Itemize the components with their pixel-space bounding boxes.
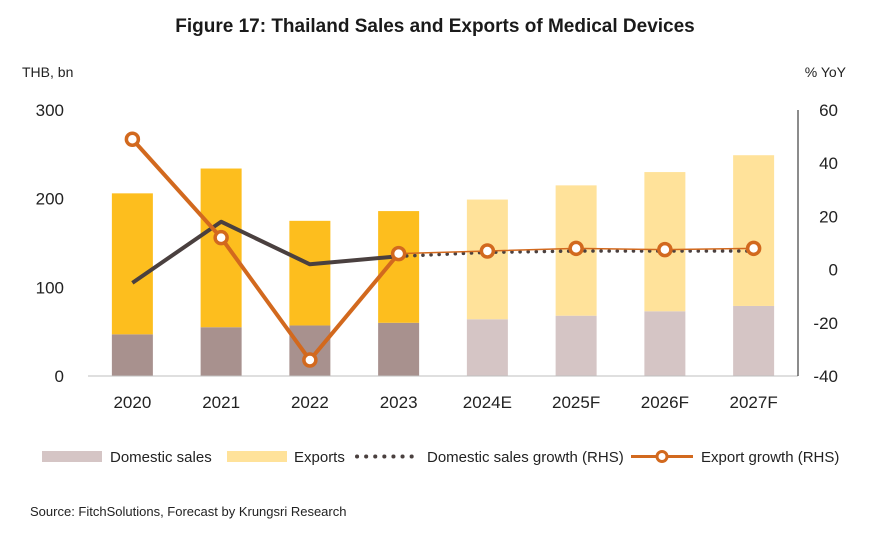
bar-domestic-sales-2024E [466, 319, 508, 376]
line-domestic-growth-actual [131, 219, 399, 285]
category-label-2026F: 2026F [641, 393, 689, 412]
category-label-2022: 2022 [291, 393, 329, 412]
category-label-2027F: 2027F [730, 393, 778, 412]
right-tick-label: 0 [829, 261, 838, 280]
left-axis-unit: THB, bn [22, 64, 73, 80]
bar-domestic-sales-2022 [289, 325, 331, 376]
category-label-2025F: 2025F [552, 393, 600, 412]
source-note: Source: FitchSolutions, Forecast by Krun… [30, 504, 346, 519]
right-tick-label: 40 [819, 154, 838, 173]
bar-exports-2022 [289, 220, 331, 326]
legend-label-domestic-growth: Domestic sales growth (RHS) [427, 449, 624, 466]
marker-export-growth-2020 [124, 131, 141, 148]
bar-domestic-sales-2026F [644, 311, 686, 376]
bar-exports-2027F [733, 155, 775, 306]
right-axis-ticks: -40 -20 0 20 40 60 [813, 101, 838, 386]
bar-exports-2024E [466, 199, 508, 320]
bar-exports-2020 [111, 193, 153, 335]
legend-label-domestic-sales: Domestic sales [110, 449, 212, 466]
marker-export-growth-2025F [568, 240, 584, 257]
legend-swatch-exports [227, 451, 287, 462]
bar-domestic-sales-2020 [111, 334, 153, 376]
left-axis-ticks: 0 100 200 300 [36, 101, 64, 386]
right-tick-label: 20 [819, 207, 838, 226]
left-tick-label: 100 [36, 278, 64, 297]
left-tick-label: 300 [36, 101, 64, 120]
category-labels: 2020 2021 2022 2023 2024E 2025F 2026F 2027F [113, 393, 777, 412]
right-axis-unit: % YoY [805, 64, 847, 80]
bar-domestic-sales-2025F [555, 315, 597, 376]
lines-layer [124, 131, 762, 368]
legend-swatch-domestic-sales [42, 451, 102, 462]
legend-label-export-growth: Export growth (RHS) [701, 449, 839, 466]
chart-title: Figure 17: Thailand Sales and Exports of… [175, 16, 695, 37]
category-label-2020: 2020 [113, 393, 151, 412]
marker-export-growth-2021 [213, 229, 229, 246]
marker-export-growth-2022 [302, 352, 318, 368]
category-label-2024E: 2024E [463, 393, 512, 412]
legend-swatch-export-growth-marker [655, 450, 669, 463]
legend-label-exports: Exports [294, 449, 345, 466]
right-tick-label: 60 [819, 101, 838, 120]
marker-export-growth-2023 [390, 245, 407, 262]
left-tick-label: 0 [55, 367, 64, 386]
line-export-growth-actual [130, 137, 401, 363]
bar-exports-2026F [644, 172, 686, 312]
bar-domestic-sales-2027F [733, 305, 775, 376]
marker-export-growth-2026F [657, 241, 673, 258]
right-tick-label: -40 [813, 367, 838, 386]
left-tick-label: 200 [36, 190, 64, 209]
category-label-2021: 2021 [202, 393, 240, 412]
legend: Domestic sales Exports Domestic sales gr… [42, 449, 839, 466]
category-label-2023: 2023 [380, 393, 418, 412]
bar-domestic-sales-2023 [378, 322, 420, 376]
bar-exports-2023 [378, 211, 420, 323]
bar-domestic-sales-2021 [200, 327, 242, 376]
right-tick-label: -20 [813, 314, 838, 333]
marker-export-growth-2027F [745, 240, 762, 257]
bar-exports-2021 [200, 168, 242, 328]
marker-export-growth-2024E [479, 243, 496, 259]
bars-layer [111, 155, 775, 376]
